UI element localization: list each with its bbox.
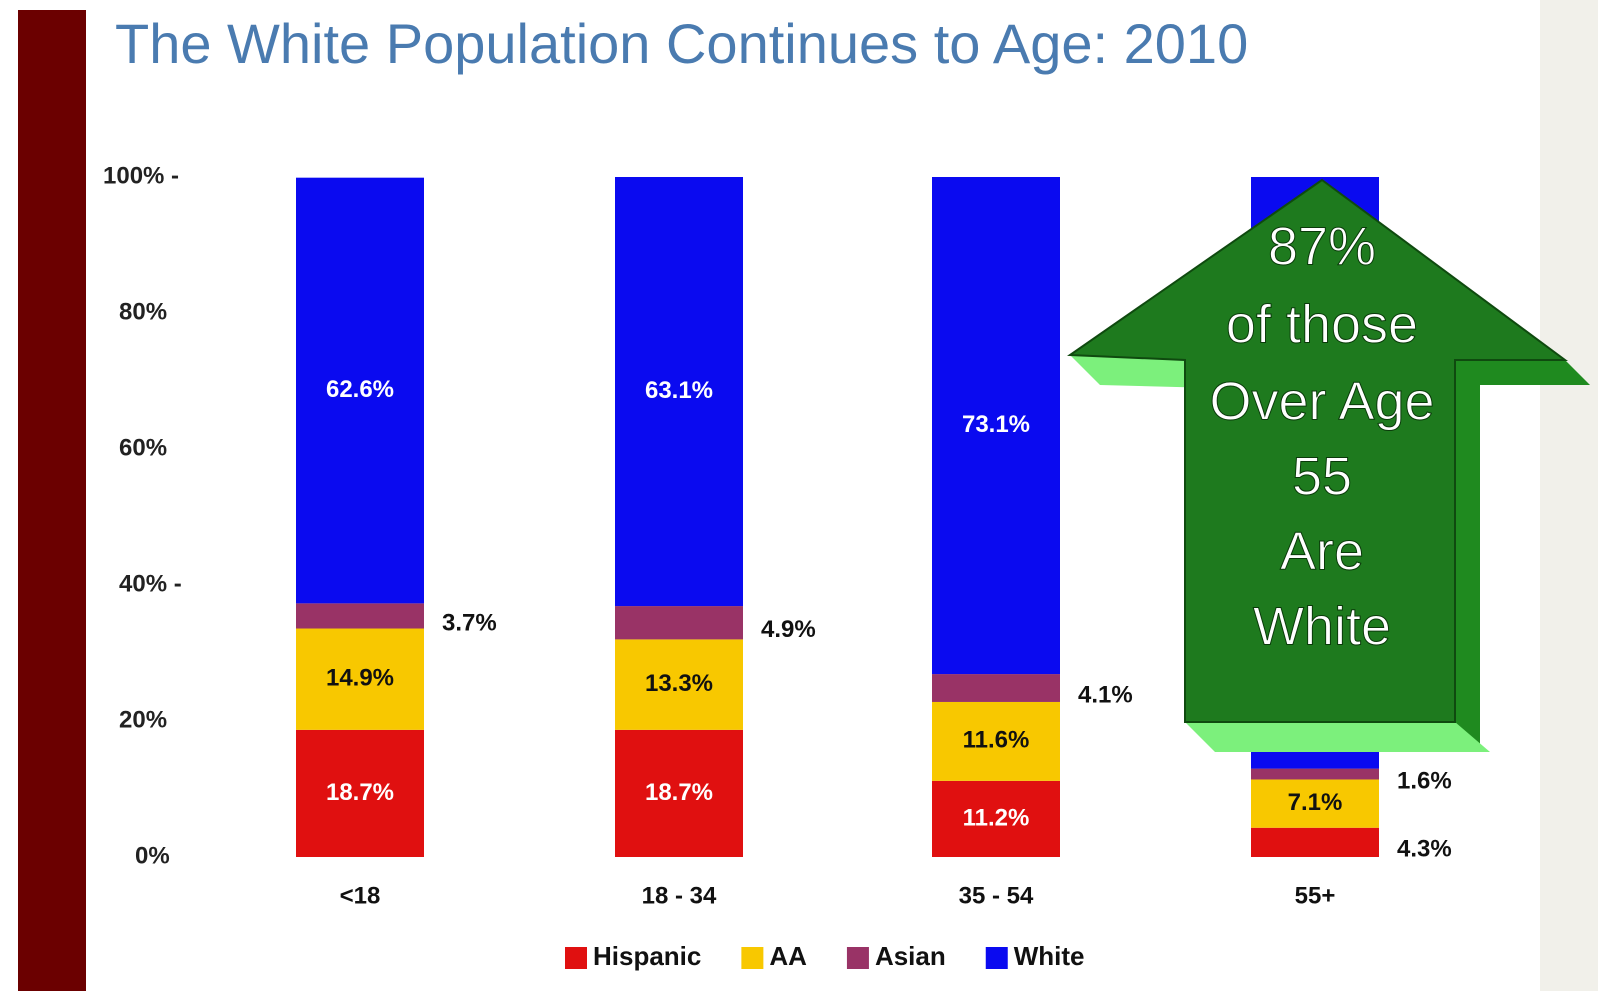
legend-label: AA xyxy=(769,941,807,971)
annotation-text: of those xyxy=(1226,294,1418,354)
bar-segment xyxy=(932,701,1060,781)
right-edge xyxy=(1540,0,1598,991)
data-label: 4.1% xyxy=(1078,681,1133,708)
arrow-body xyxy=(1066,178,1569,723)
x-tick-label: <18 xyxy=(340,882,381,909)
y-tick-label: 0% xyxy=(135,842,170,869)
bar-segment xyxy=(296,628,424,730)
y-tick-label: 80% xyxy=(119,298,167,325)
bar-segment xyxy=(1251,768,1379,780)
bar-segment xyxy=(1251,779,1379,828)
data-label: 3.7% xyxy=(442,609,497,636)
annotation-text: 87% xyxy=(1268,216,1376,276)
y-tick-label: 60% xyxy=(119,434,167,461)
data-label: 7.1% xyxy=(1288,789,1343,816)
chart-title: The White Population Continues to Age: 2… xyxy=(115,12,1248,75)
bar-segment xyxy=(296,603,424,629)
annotation-text: White xyxy=(1253,596,1391,656)
legend-swatch xyxy=(741,947,764,969)
bar-segment xyxy=(615,177,743,607)
data-label: 4.9% xyxy=(761,616,816,643)
bar-segment xyxy=(1251,827,1379,857)
bar-segment xyxy=(615,639,743,730)
side-bar xyxy=(18,10,86,991)
bar-segment xyxy=(296,729,424,857)
data-label: 73.1% xyxy=(962,411,1030,438)
arrow-annotation: 87% of those Over Age 55 Are White xyxy=(1066,178,1590,752)
data-label: 14.9% xyxy=(326,665,394,692)
bar-segment xyxy=(932,780,1060,857)
data-label: 1.6% xyxy=(1397,767,1452,794)
bar-segment xyxy=(932,177,1060,675)
y-tick-label: 100% - xyxy=(103,162,179,189)
data-label: 18.7% xyxy=(645,779,713,806)
data-label: 11.2% xyxy=(963,804,1030,831)
data-label: 63.1% xyxy=(645,377,713,404)
legend-swatch xyxy=(565,947,587,969)
annotation-text: Over Age xyxy=(1209,371,1434,431)
y-tick-label: 40% - xyxy=(119,570,182,597)
arrow-wing-edge xyxy=(1070,355,1215,388)
legend-swatch xyxy=(846,947,869,969)
data-label: 4.3% xyxy=(1397,836,1452,863)
x-tick-label: 55+ xyxy=(1295,882,1336,909)
data-label: 18.7% xyxy=(326,779,394,806)
bar-segment xyxy=(932,674,1060,702)
data-label: 11.6% xyxy=(963,727,1030,754)
x-tick-label: 35 - 54 xyxy=(959,882,1034,909)
bar-segment xyxy=(296,177,424,604)
annotation-text: 55 xyxy=(1292,446,1352,506)
arrow-side xyxy=(1455,360,1590,750)
y-tick-label: 20% xyxy=(119,706,167,733)
data-label: 13.3% xyxy=(645,670,713,697)
legend-swatch xyxy=(985,947,1008,969)
legend-label: Hispanic xyxy=(593,941,701,971)
arrow-bottom xyxy=(1185,722,1490,752)
annotation-text: Are xyxy=(1280,521,1364,581)
legend-label: Asian xyxy=(875,941,946,971)
legend-label: White xyxy=(1014,941,1085,971)
bar-segment xyxy=(615,606,743,640)
data-label: 62.6% xyxy=(326,376,394,403)
bar-segment xyxy=(615,729,743,857)
x-tick-label: 18 - 34 xyxy=(642,882,717,909)
